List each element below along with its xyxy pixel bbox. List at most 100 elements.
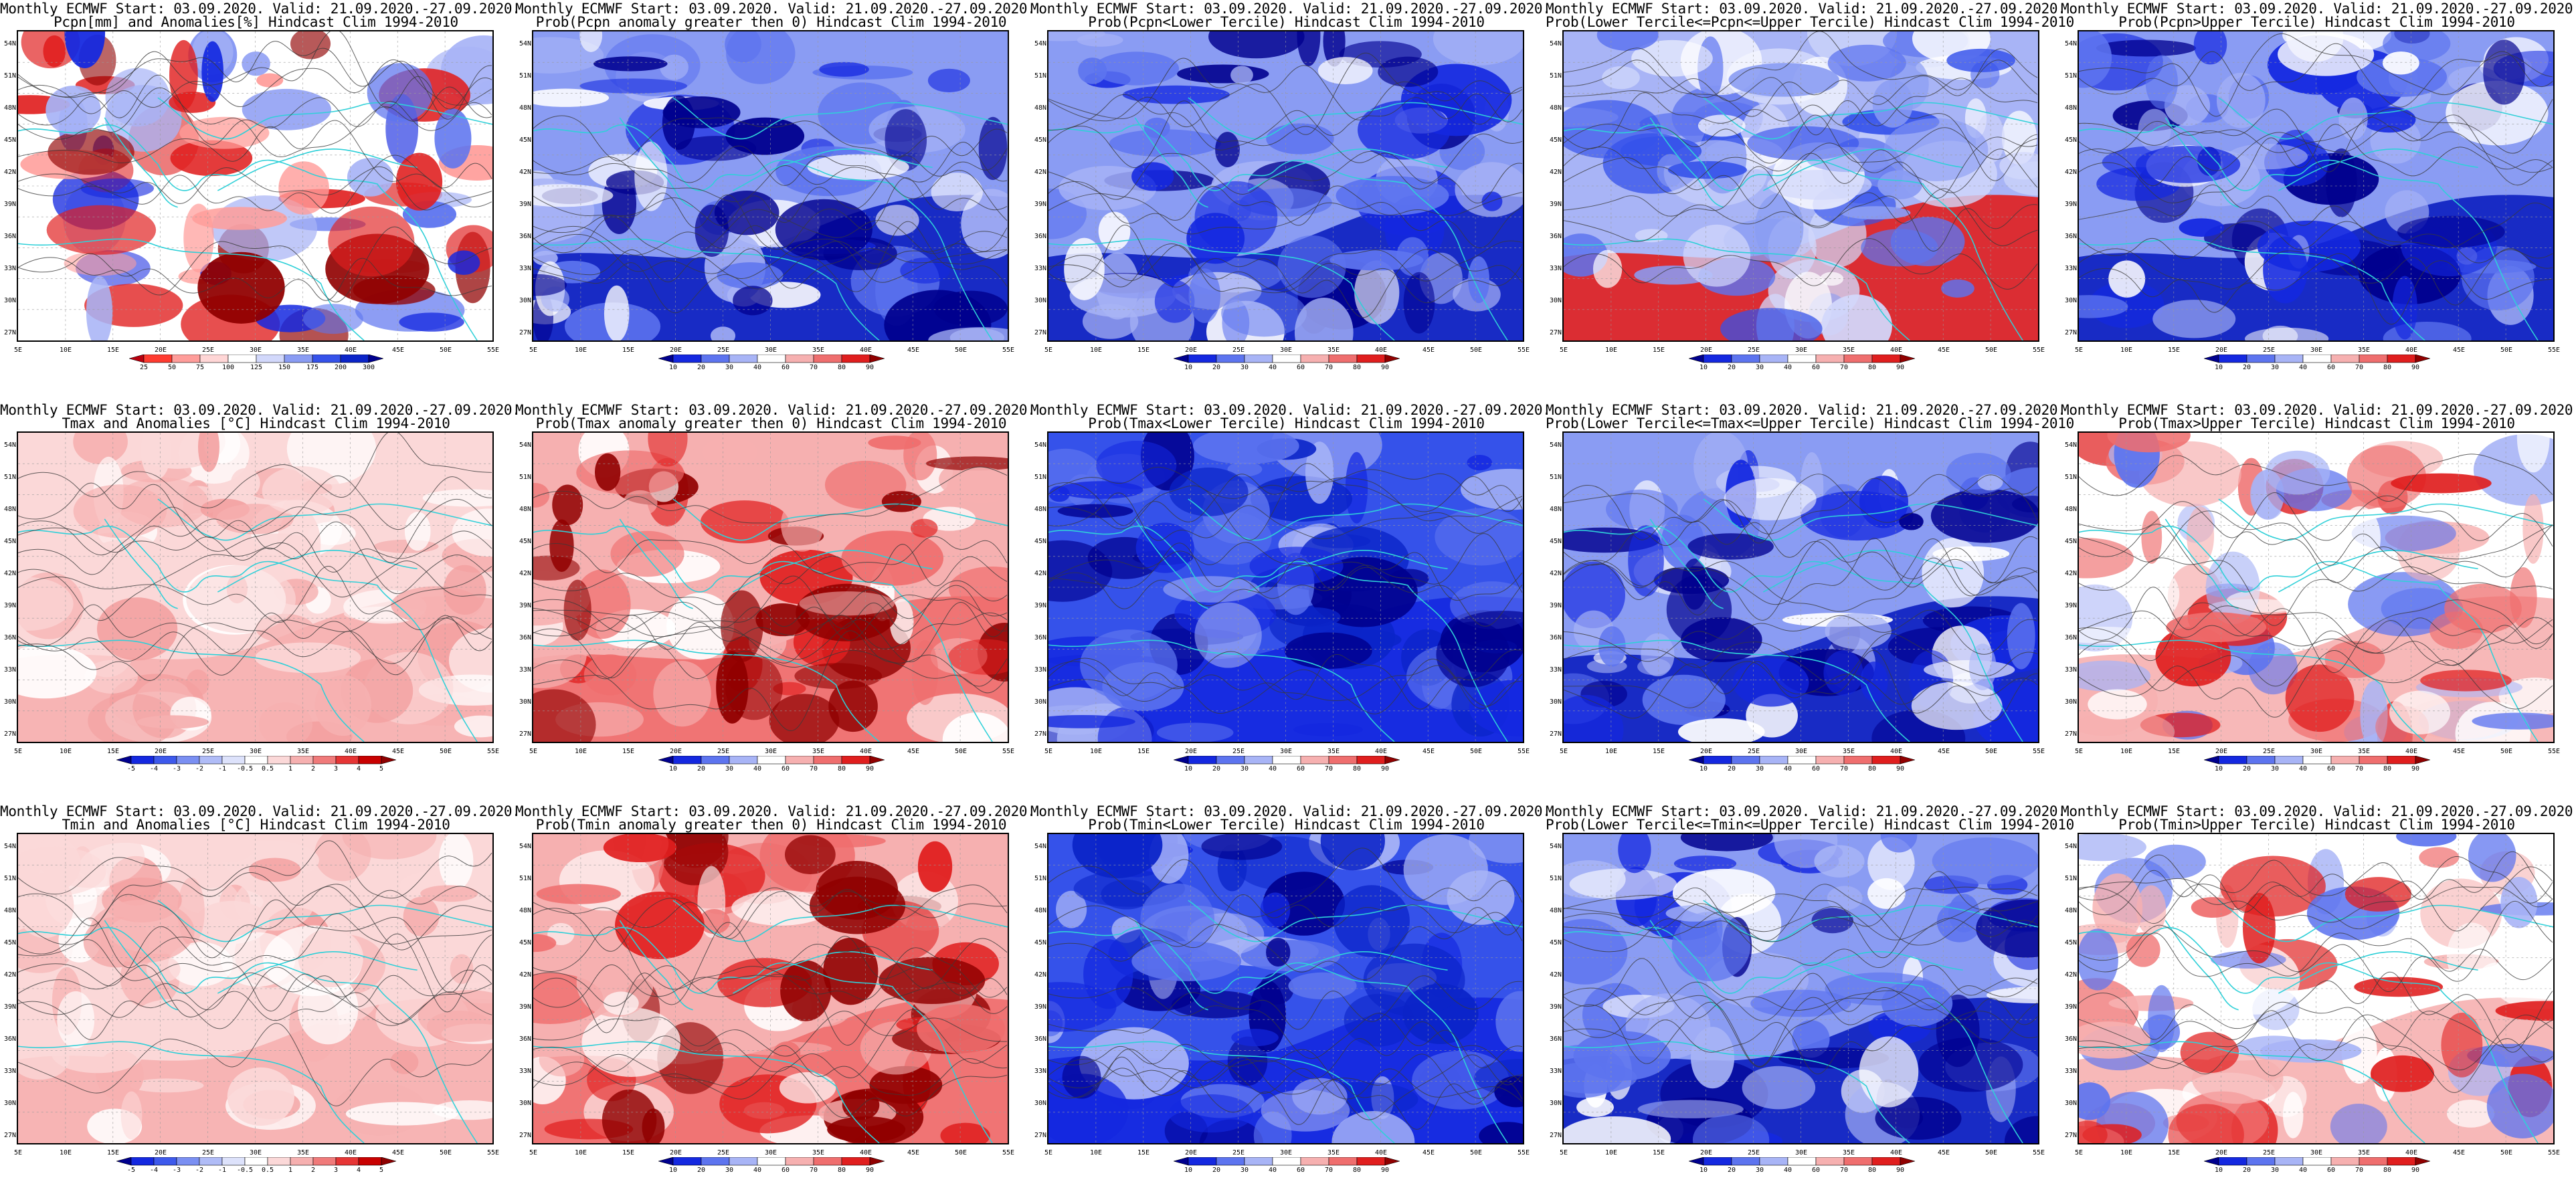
latitude-label: 36N xyxy=(2064,233,2077,240)
coastline xyxy=(672,97,1008,140)
longitude-label: 55E xyxy=(2547,1149,2561,1157)
colorbar-label: 20 xyxy=(2242,1167,2251,1174)
colorbar-label: 20 xyxy=(2242,364,2251,371)
isoline xyxy=(2079,1010,2553,1071)
isoline xyxy=(1048,463,1523,540)
field-blob xyxy=(2179,218,2224,237)
latitude-label: 27N xyxy=(1034,730,1046,738)
latitude-label: 54N xyxy=(1549,441,1562,449)
colorbar-label: -0.5 xyxy=(236,1167,254,1174)
isoline xyxy=(18,475,492,552)
colorbar: 10 20 30 40 60 70 80 90 xyxy=(1689,756,1915,779)
panel-title-line1: Monthly ECMWF Start: 03.09.2020. Valid: … xyxy=(1030,402,1551,418)
latitude-label: 54N xyxy=(2064,441,2077,449)
panel-title-line2: Prob(Tmax>Upper Tercile) Hindcast Clim 1… xyxy=(2118,415,2515,431)
colorbar-label: 0.5 xyxy=(261,765,274,773)
latitude-label: 27N xyxy=(1549,329,1562,336)
latitude-label: 45N xyxy=(3,136,16,144)
field-blob xyxy=(105,68,170,127)
colorbar-label: 10 xyxy=(1184,1167,1193,1174)
field-blob xyxy=(186,669,209,696)
colorbar-swatch xyxy=(785,355,814,363)
isoline xyxy=(2079,1001,2553,1050)
field-blob xyxy=(1661,514,1704,569)
latitude-label: 48N xyxy=(2064,104,2077,112)
colorbar-label: 80 xyxy=(1867,1167,1877,1174)
colorbar-swatch xyxy=(2246,756,2276,765)
field-blob xyxy=(2429,611,2484,649)
coastline xyxy=(732,148,933,191)
longitude-label: 45E xyxy=(2452,748,2466,755)
coastline xyxy=(672,498,1008,541)
field-blob xyxy=(779,1072,836,1104)
isoline xyxy=(1564,886,2038,942)
longitude-label: 50E xyxy=(439,748,452,755)
panel-title-line2: Prob(Pcpn anomaly greater then 0) Hindca… xyxy=(535,14,1007,30)
longitude-label: 40E xyxy=(859,1149,872,1157)
panel-title-line1: Monthly ECMWF Start: 03.09.2020. Valid: … xyxy=(0,1,521,17)
longitude-label: 15E xyxy=(2167,346,2181,354)
coastline xyxy=(1048,238,1395,340)
longitude-label: 30E xyxy=(764,1149,777,1157)
field-blob xyxy=(1899,512,1924,530)
colorbar-label: 70 xyxy=(2355,364,2364,371)
field-blob xyxy=(593,56,668,72)
field-blob xyxy=(141,433,171,480)
field-blob xyxy=(248,858,301,882)
forecast-map-panel: Monthly ECMWF Start: 03.09.2020. Valid: … xyxy=(515,803,1036,1203)
colorbar-swatch xyxy=(658,756,674,765)
field-blob xyxy=(2166,612,2267,642)
colorbar-swatch xyxy=(1900,355,1915,363)
latitude-label: 33N xyxy=(1034,1068,1046,1075)
longitude-label: 10E xyxy=(574,1149,587,1157)
field-blob xyxy=(2079,1021,2151,1059)
colorbar-swatch xyxy=(672,1157,702,1166)
colorbar-label: 10 xyxy=(668,364,678,371)
isoline xyxy=(2079,587,2553,654)
coastline xyxy=(18,525,478,742)
coastline xyxy=(2079,124,2539,340)
coastline xyxy=(2278,950,2478,994)
coastline xyxy=(18,124,478,340)
field-blob xyxy=(1194,181,1278,254)
colorbar-swatch xyxy=(729,355,758,363)
isoline xyxy=(18,913,492,981)
isoline xyxy=(18,498,492,563)
field-blob xyxy=(940,1122,990,1143)
longitude-label: 10E xyxy=(574,346,587,354)
longitude-label: 35E xyxy=(1842,1149,1855,1157)
field-blob xyxy=(1109,129,1222,157)
field-blob xyxy=(917,841,953,892)
longitude-label: 25E xyxy=(201,346,215,354)
longitude-label: 40E xyxy=(859,748,872,755)
isoline xyxy=(2079,108,2553,186)
field-blob xyxy=(2260,1039,2362,1063)
colorbar-label: 60 xyxy=(1296,364,1305,371)
colorbar-swatch xyxy=(1174,355,1189,363)
latitude-label: 45N xyxy=(519,136,531,144)
isoline xyxy=(1048,649,1523,710)
colorbar-swatch xyxy=(1759,355,1788,363)
coastline xyxy=(2218,498,2553,541)
latitude-label: 48N xyxy=(1034,506,1046,513)
field-blob xyxy=(48,129,134,175)
field-blob xyxy=(642,1108,665,1143)
field-blob xyxy=(443,565,486,615)
latitude-label: 54N xyxy=(3,40,16,47)
field-blob xyxy=(1680,834,1773,851)
colorbar-swatch xyxy=(171,355,201,363)
longitude-label: 20E xyxy=(1184,1149,1198,1157)
colorbar-label: 80 xyxy=(1352,765,1362,773)
isoline xyxy=(18,521,492,595)
colorbar-swatch xyxy=(2204,355,2219,363)
coastline xyxy=(157,900,492,942)
field-blob xyxy=(1564,1116,1671,1143)
colorbar-label: 70 xyxy=(1839,364,1849,371)
field-blob xyxy=(2278,32,2375,76)
colorbar: -5 -4 -3 -2 -1 -0.5 0.5 1 2 3 4 5 xyxy=(116,1157,396,1180)
latitude-label: 33N xyxy=(2064,666,2077,674)
field-blob xyxy=(2362,106,2416,133)
longitude-label: 15E xyxy=(1652,346,1665,354)
field-blob xyxy=(1288,972,1357,1000)
colorbar: 10 20 30 40 60 70 80 90 xyxy=(1689,1157,1915,1180)
